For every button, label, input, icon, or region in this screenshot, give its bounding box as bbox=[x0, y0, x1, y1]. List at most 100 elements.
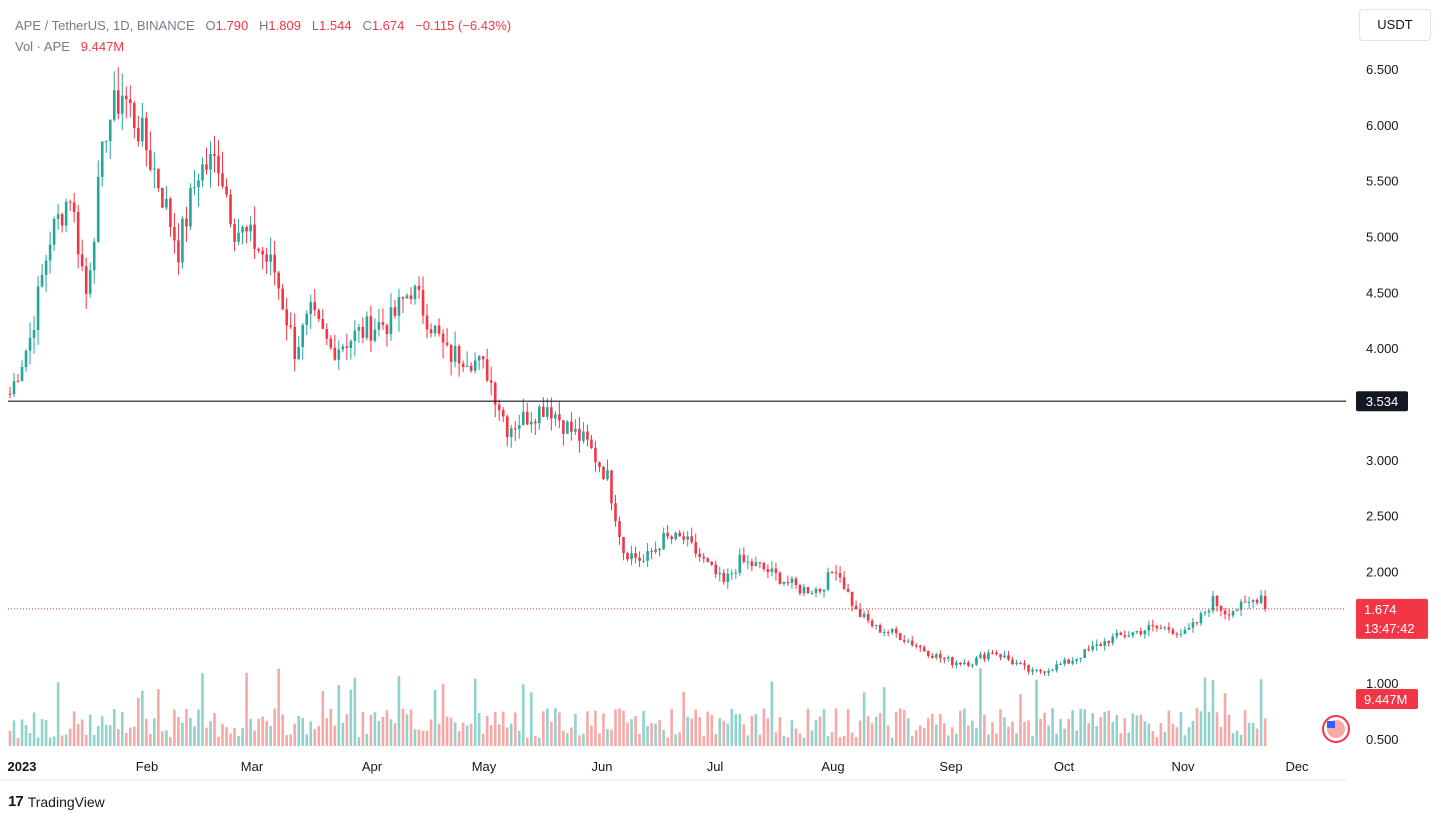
volume-bar bbox=[606, 729, 609, 746]
candle-body bbox=[1155, 625, 1159, 629]
candle-body bbox=[137, 128, 140, 142]
candle-body bbox=[1063, 659, 1066, 664]
legend-volume-label[interactable]: Vol · APE bbox=[15, 39, 70, 54]
candle-body bbox=[650, 551, 653, 553]
candle-body bbox=[634, 553, 637, 558]
volume-bar bbox=[979, 668, 982, 746]
footer-branding[interactable]: 17 TradingView bbox=[8, 793, 105, 810]
candle-body bbox=[670, 536, 673, 540]
candle-body bbox=[437, 325, 441, 334]
volume-bar bbox=[1147, 723, 1151, 746]
candle-body bbox=[770, 568, 774, 573]
volume-bar bbox=[409, 709, 413, 746]
candle-body bbox=[902, 640, 906, 642]
legend-volume-row: Vol · APE 9.447M bbox=[15, 36, 511, 57]
volume-bar bbox=[1171, 723, 1175, 746]
volume-bar bbox=[389, 719, 393, 746]
volume-bar bbox=[485, 715, 489, 746]
candle-body bbox=[606, 470, 609, 480]
volume-bar bbox=[421, 730, 425, 746]
volume-bar bbox=[1263, 718, 1267, 746]
candle-body bbox=[425, 315, 429, 330]
candle-body bbox=[1263, 595, 1267, 609]
candle-body bbox=[20, 367, 24, 382]
candle-body bbox=[421, 289, 425, 316]
candle-body bbox=[1255, 599, 1259, 603]
candle-body bbox=[554, 414, 557, 419]
candle-body bbox=[12, 381, 16, 395]
volume-bar bbox=[1247, 722, 1251, 746]
volume-bar bbox=[638, 733, 641, 746]
volume-bar bbox=[193, 726, 196, 746]
volume-bar bbox=[1019, 694, 1022, 746]
candle-body bbox=[1259, 595, 1263, 603]
volume-bar bbox=[60, 735, 64, 746]
candle-body bbox=[750, 561, 754, 567]
candle-body bbox=[742, 554, 746, 562]
candle-body bbox=[44, 260, 48, 275]
volume-bar bbox=[674, 734, 677, 746]
candle-body bbox=[1203, 612, 1207, 614]
volume-bar bbox=[1091, 713, 1094, 746]
volume-bar bbox=[1219, 726, 1223, 746]
volume-bar bbox=[666, 737, 669, 746]
candle-body bbox=[521, 411, 525, 426]
time-axis-label: Jul bbox=[707, 759, 724, 774]
volume-bar bbox=[265, 720, 268, 746]
candle-body bbox=[686, 536, 689, 540]
volume-bar bbox=[826, 736, 830, 746]
candle-body bbox=[133, 103, 136, 129]
price-axis-tick: 4.000 bbox=[1366, 341, 1399, 356]
candle-body bbox=[253, 224, 256, 249]
candle-body bbox=[802, 587, 806, 594]
time-axis-label: May bbox=[472, 759, 497, 774]
candle-body bbox=[778, 572, 782, 584]
us-flag-events-icon[interactable] bbox=[1322, 715, 1350, 743]
candle-body bbox=[341, 346, 345, 350]
volume-bar bbox=[72, 711, 76, 746]
volume-bar bbox=[497, 724, 501, 746]
volume-bar bbox=[590, 725, 593, 746]
volume-bar bbox=[64, 734, 68, 746]
candle-body bbox=[1039, 669, 1042, 672]
last-price-label: 1.674 bbox=[1364, 602, 1397, 617]
candle-body bbox=[293, 326, 297, 360]
countdown-label: 13:47:42 bbox=[1364, 621, 1415, 636]
volume-bar bbox=[1055, 733, 1058, 746]
candle-body bbox=[570, 421, 573, 432]
candle-body bbox=[112, 90, 116, 120]
candle-body bbox=[393, 307, 397, 316]
volume-bar bbox=[1095, 726, 1099, 746]
candle-body bbox=[1239, 601, 1243, 610]
candle-body bbox=[834, 572, 838, 574]
candle-body bbox=[157, 168, 160, 188]
candle-body bbox=[1211, 595, 1215, 611]
candle-body bbox=[493, 382, 497, 405]
volume-bar bbox=[525, 737, 529, 746]
volume-bar bbox=[734, 714, 738, 746]
candle-body bbox=[337, 349, 341, 360]
volume-bar bbox=[377, 721, 381, 746]
volume-bar bbox=[670, 708, 673, 746]
volume-bar bbox=[1119, 733, 1123, 746]
volume-bar bbox=[225, 727, 228, 746]
volume-bar bbox=[149, 733, 152, 746]
currency-button[interactable]: USDT bbox=[1359, 9, 1431, 41]
volume-bar bbox=[594, 710, 597, 746]
legend-symbol[interactable]: APE / TetherUS, 1D, BINANCE bbox=[15, 18, 195, 33]
volume-bar bbox=[133, 726, 136, 746]
candle-body bbox=[826, 572, 830, 590]
time-axis-label: Mar bbox=[241, 759, 264, 774]
volume-bar bbox=[36, 737, 40, 746]
volume-bar bbox=[217, 736, 220, 746]
volume-bar bbox=[1031, 736, 1034, 746]
candle-body bbox=[88, 270, 92, 294]
tradingview-brand-text: TradingView bbox=[27, 793, 105, 810]
candle-body bbox=[197, 180, 200, 188]
candle-body bbox=[806, 587, 810, 594]
volume-bar bbox=[108, 725, 112, 746]
candle-body bbox=[746, 561, 750, 563]
volume-bar bbox=[309, 721, 313, 746]
candle-body bbox=[497, 404, 501, 411]
